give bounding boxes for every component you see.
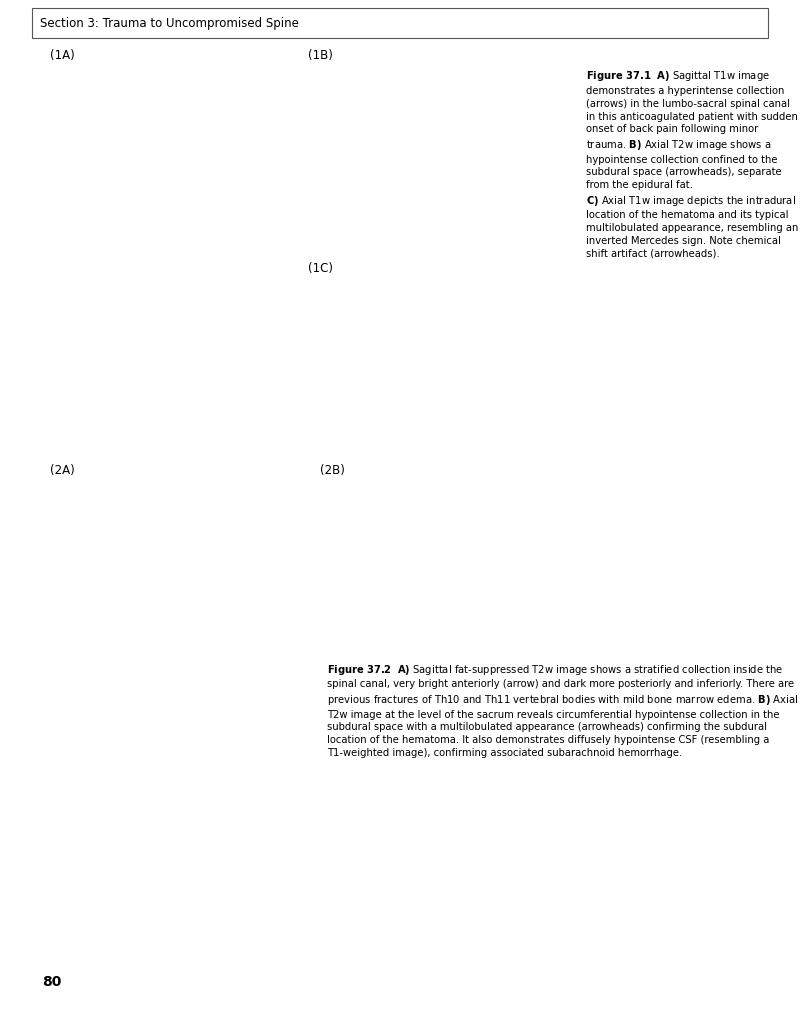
Text: $\mathbf{Figure\ 37.2}$  $\mathbf{A)}$ Sagittal fat-suppressed T2w image shows a: $\mathbf{Figure\ 37.2}$ $\mathbf{A)}$ Sa… [327,663,798,758]
Text: (2B): (2B) [320,464,345,477]
Text: 80: 80 [42,975,62,989]
Text: (1A): (1A) [50,49,74,62]
Text: (1C): (1C) [308,262,333,275]
Text: (1B): (1B) [308,49,333,62]
Bar [32,8,768,38]
Text: $\mathbf{Figure\ 37.1}$  $\mathbf{A)}$ Sagittal T1w image demonstrates a hyperin: $\mathbf{Figure\ 37.1}$ $\mathbf{A)}$ Sa… [586,69,798,259]
Text: Section 3: Trauma to Uncompromised Spine: Section 3: Trauma to Uncompromised Spine [40,16,299,29]
Text: (2A): (2A) [50,464,74,477]
